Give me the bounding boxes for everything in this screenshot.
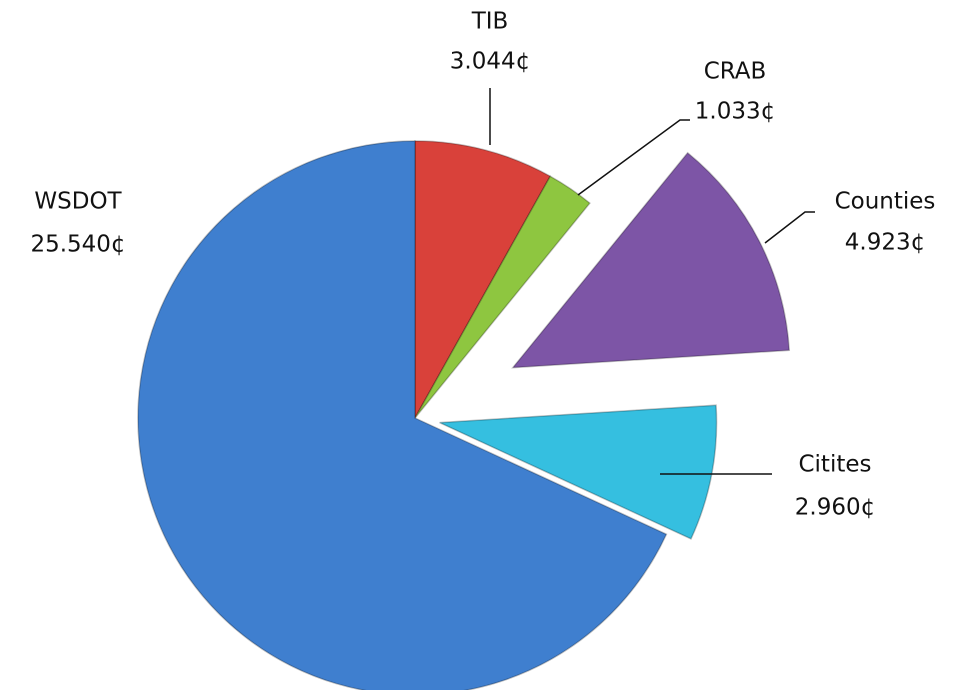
slice-label: Citites (798, 452, 871, 478)
pie-slice (414, 175, 591, 419)
slice-label: CRAB (704, 59, 767, 85)
slice-label: WSDOT (34, 189, 122, 215)
pie-slice (511, 151, 791, 369)
pie-slice (137, 140, 668, 690)
slice-value: 25.540¢ (30, 232, 125, 258)
pie-slice (414, 140, 552, 421)
slice-value: 4.923¢ (845, 230, 925, 256)
slice-value: 3.044¢ (450, 49, 530, 75)
slice-value: 1.033¢ (695, 99, 775, 125)
slice-value: 2.960¢ (795, 495, 875, 521)
leader-line (764, 211, 815, 244)
slice-label: Counties (835, 189, 936, 215)
slice-label: TIB (471, 9, 509, 35)
leader-line (577, 119, 690, 196)
